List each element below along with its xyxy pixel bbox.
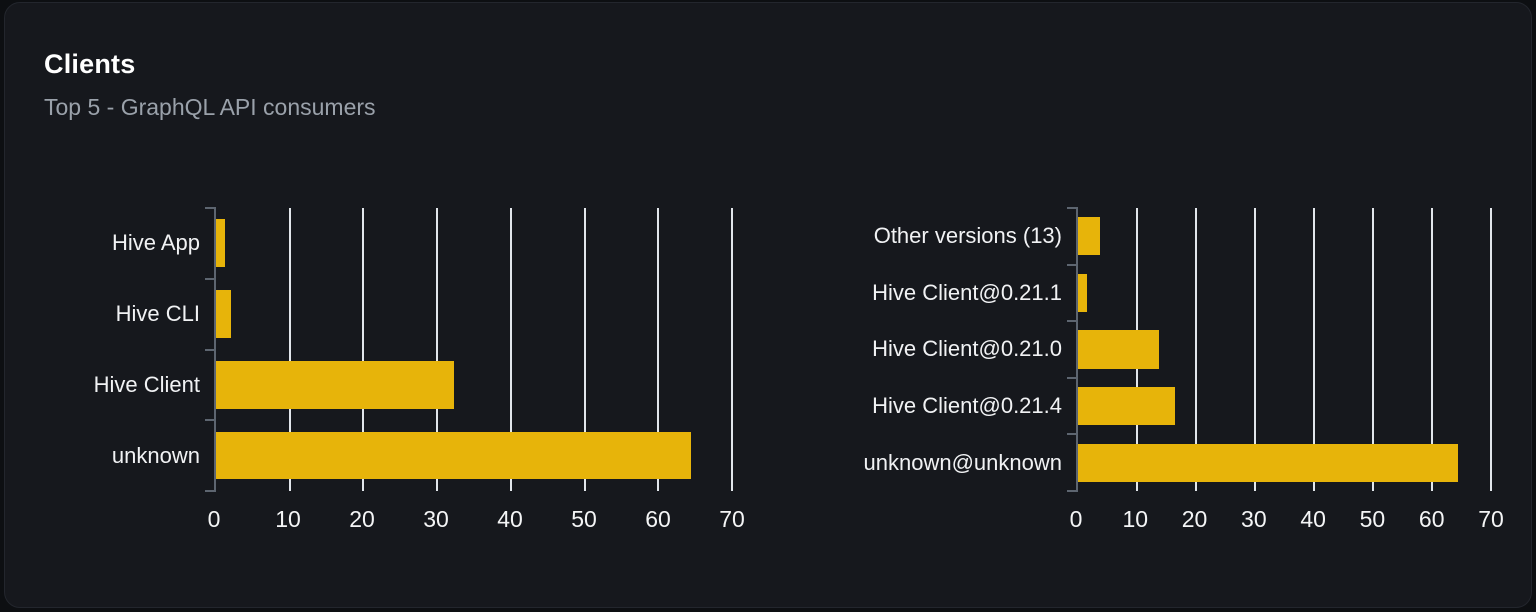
bar[interactable] [216,360,455,409]
gridline [1490,208,1492,491]
x-tick-label: 20 [349,506,375,532]
x-tick-label: 30 [423,506,449,532]
category-label: Hive App [111,230,200,256]
x-tick-label: 40 [497,506,523,532]
x-tick-label: 70 [1478,506,1504,532]
gridline [583,208,586,491]
y-axis-tick [1067,207,1078,209]
y-axis-tick [205,348,216,351]
clients-card: Clients Top 5 - GraphQL API consumers Hi… [4,2,1532,608]
gridline [1254,208,1256,491]
y-axis-tick [1067,490,1078,492]
card-title: Clients [44,49,136,79]
gridline [1195,208,1197,491]
y-axis-tick [1067,433,1078,436]
x-tick-label: 70 [719,506,745,532]
plot-area [1067,207,1492,492]
x-tick-label: 20 [1181,506,1208,532]
plot-wrap: 0 10 20 30 40 50 60 70 [205,207,745,531]
x-tick-label: 30 [1241,506,1267,532]
bar[interactable] [1078,443,1458,482]
clients-bar-chart: Hive App Hive CLI Hive Client unknown 0 10 20… [93,207,745,531]
category-label: unknown@unknown [863,449,1062,475]
card-subtitle: Top 5 - GraphQL API consumers [44,94,376,120]
y-axis-tick [205,277,216,280]
category-label: Hive CLI [115,301,200,327]
gridline [1431,208,1433,491]
x-tick-label: 0 [1069,506,1083,532]
x-axis-labels: 0 10 20 30 40 50 60 70 [1070,491,1504,533]
gridline [657,208,660,491]
bar[interactable] [1078,386,1176,426]
bar[interactable] [216,219,225,268]
x-tick-label: 60 [1418,506,1445,532]
bar[interactable] [1078,217,1100,256]
gridline [731,208,733,491]
gridline [1313,208,1315,491]
gridline [436,208,439,491]
gridline [509,208,512,491]
y-axis-tick [205,490,216,492]
x-tick-label: 10 [275,506,301,532]
gridline [1372,208,1374,491]
bar[interactable] [216,290,232,338]
x-tick-label: 10 [1122,506,1149,532]
x-axis-labels: 0 10 20 30 40 50 60 70 [208,491,745,533]
category-label: unknown [111,442,200,468]
x-tick-label: 0 [207,506,221,532]
y-axis-tick [1067,376,1078,379]
card-header: Clients Top 5 - GraphQL API consumers [44,47,376,122]
category-label: Other versions (13) [873,223,1062,249]
y-axis-tick [205,207,216,209]
category-labels: Hive App Hive CLI Hive Client unknown [93,208,214,491]
y-axis-tick [205,419,216,422]
category-label: Hive Client [93,371,200,397]
x-tick-label: 60 [645,506,671,532]
gridline [288,208,291,491]
plot-wrap: 0 10 20 30 40 50 60 70 [1067,207,1504,531]
client-versions-bar-chart: Other versions (13) Hive Client@0.21.1 Hiv… [853,207,1504,531]
y-axis-tick [1067,320,1078,323]
category-label: Hive Client@0.21.0 [872,336,1062,362]
category-label: Hive Client@0.21.1 [872,279,1062,305]
x-tick-label: 50 [571,506,597,532]
y-axis-tick [1067,263,1078,266]
bar[interactable] [1078,273,1087,312]
x-tick-label: 40 [1300,506,1326,532]
x-tick-label: 50 [1359,506,1386,532]
category-label: Hive Client@0.21.4 [872,393,1062,419]
gridline [362,208,365,491]
category-labels: Other versions (13) Hive Client@0.21.1 Hiv… [853,208,1076,491]
bar[interactable] [216,431,691,480]
plot-area [205,207,733,492]
bar[interactable] [1078,330,1160,369]
